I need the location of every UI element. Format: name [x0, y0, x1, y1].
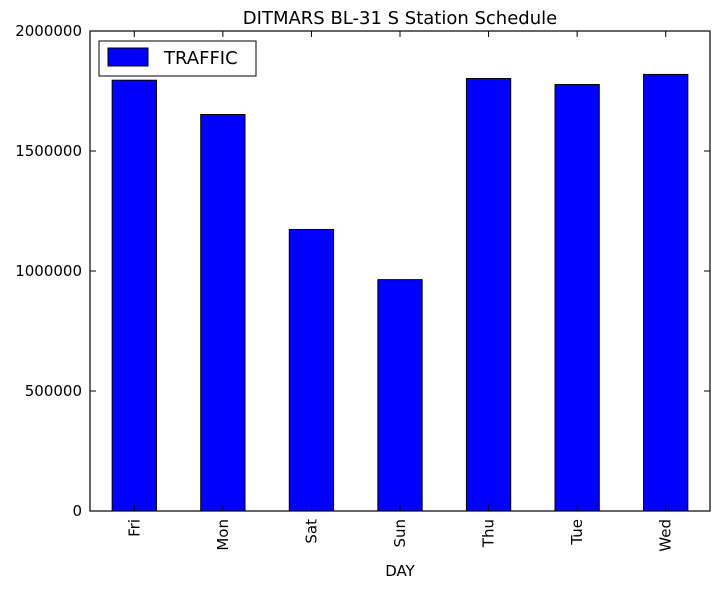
y-tick-label: 1500000 — [15, 142, 82, 160]
x-tick-label: Fri — [125, 519, 143, 537]
bar-thu — [465, 78, 512, 512]
bar-sat — [288, 228, 335, 512]
y-tick-label: 2000000 — [15, 22, 82, 40]
y-tick-label: 1000000 — [15, 262, 82, 280]
x-tick-label: Wed — [657, 519, 675, 552]
x-tick-label: Tue — [568, 519, 586, 546]
bars-layer — [111, 73, 689, 512]
bar-sun — [377, 279, 423, 512]
x-axis-label: DAY — [385, 562, 415, 580]
legend-label-traffic: TRAFFIC — [163, 48, 238, 69]
bar-fri — [111, 79, 157, 512]
x-tick-label: Sat — [302, 519, 320, 544]
x-tick-label: Mon — [214, 519, 232, 551]
ticks-layer: Fri Mon Sat Sun Thu Tue Wed 0 500000 1000000 15000… — [15, 22, 710, 552]
y-tick-label: 500000 — [25, 382, 82, 400]
bar-tue — [554, 84, 600, 512]
chart-title: DITMARS BL-31 S Station Schedule — [243, 8, 557, 29]
legend-swatch — [107, 47, 149, 67]
bar-wed — [643, 73, 689, 512]
bar-mon — [200, 114, 246, 512]
x-tick-label: Sun — [391, 519, 409, 548]
plot-frame — [89, 30, 711, 512]
legend: TRAFFIC — [98, 40, 257, 77]
y-tick-label: 0 — [72, 502, 82, 520]
x-tick-label: Thu — [480, 519, 498, 548]
